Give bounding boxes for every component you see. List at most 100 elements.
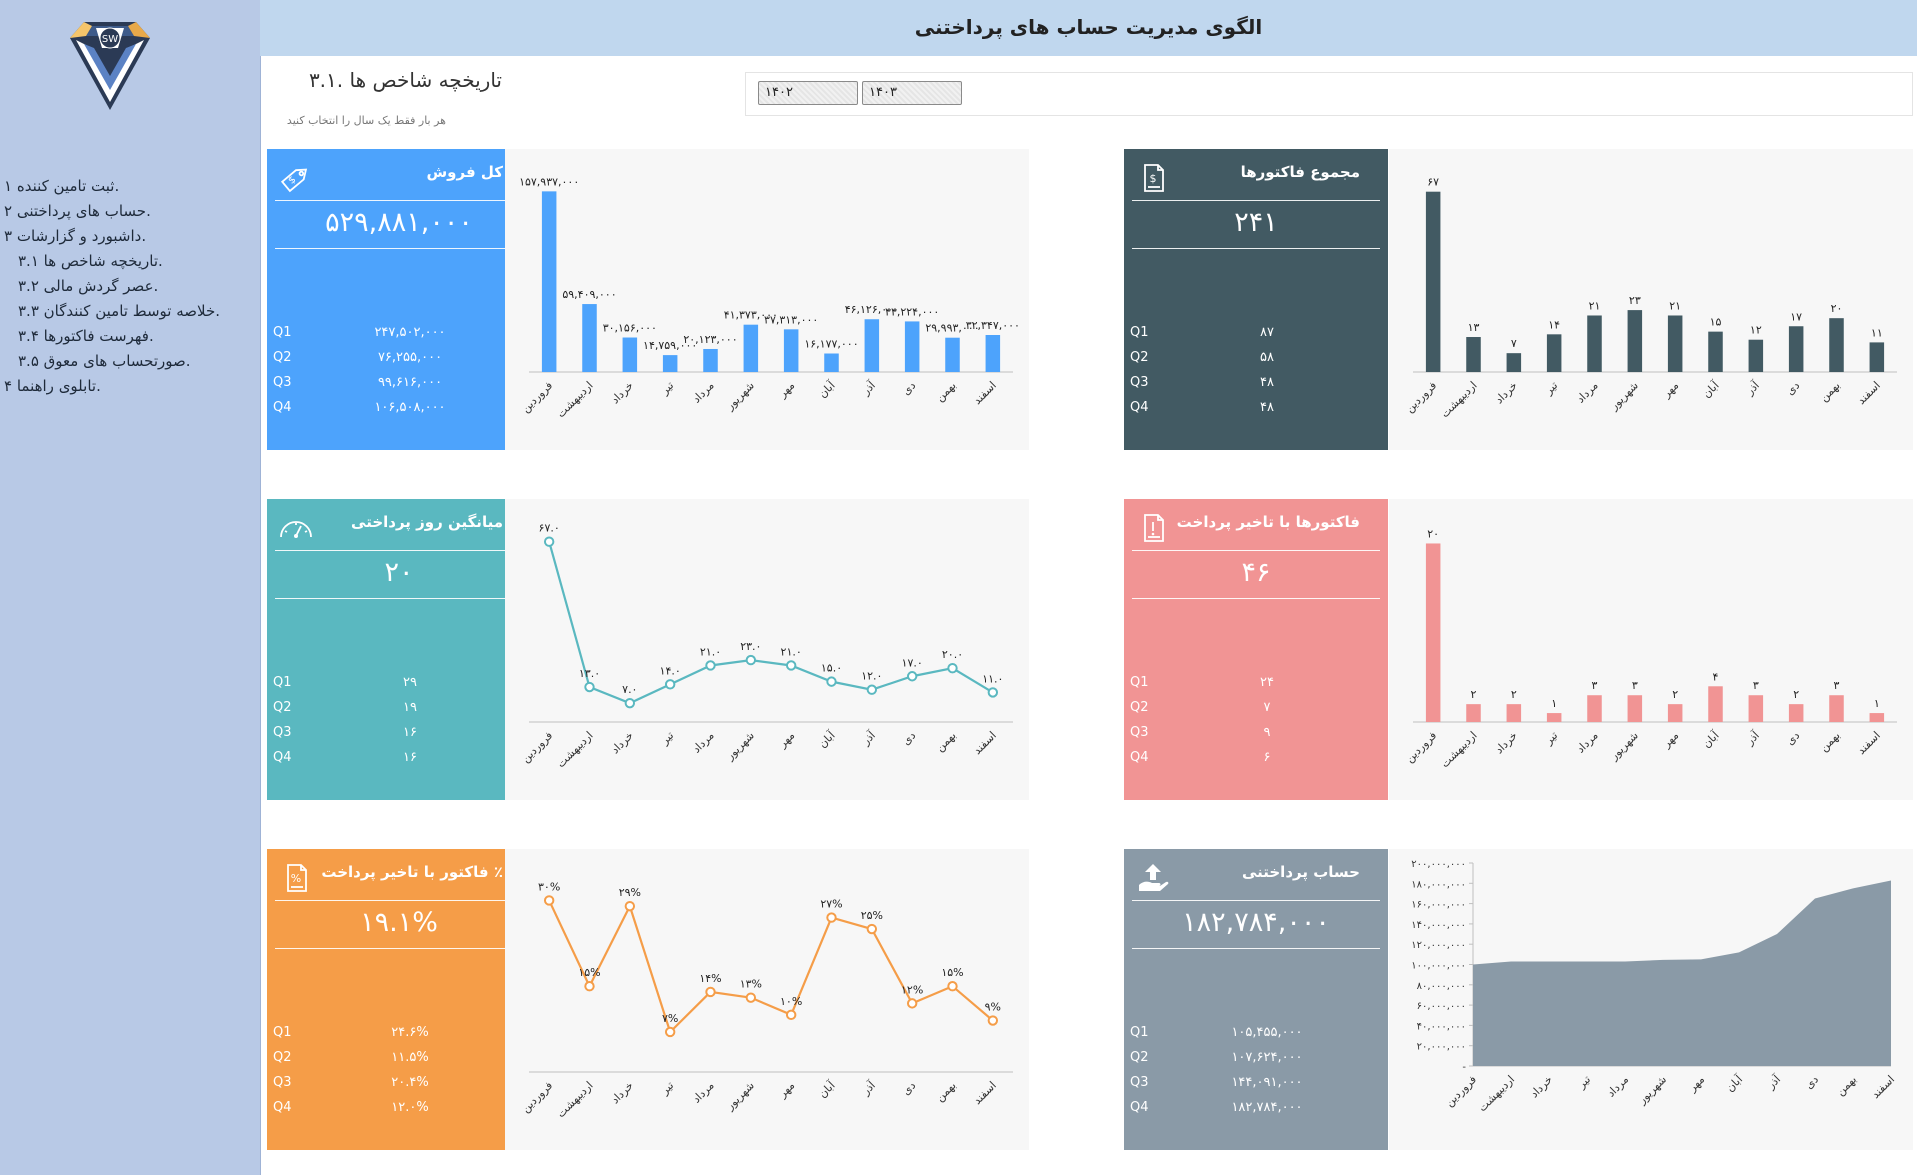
- quarter-label: Q3: [273, 375, 292, 390]
- chart-bar: [1869, 342, 1885, 372]
- x-tick-label: فروردین: [1403, 379, 1439, 415]
- slicer-year-1402[interactable]: ۱۴۰۲: [758, 81, 858, 105]
- percent-document-icon: %: [287, 864, 307, 892]
- data-label: ۱۷.۰: [902, 656, 923, 669]
- nav-item-supplier-summary[interactable]: خلاصه توسط تامین کنندگان ۳.۳.: [18, 302, 220, 320]
- nav-item-accounts-payable[interactable]: حساب های پرداختنی ۲.: [4, 202, 151, 220]
- chart-bar: [622, 337, 638, 372]
- chart-bar: [1506, 704, 1522, 722]
- divider: [275, 550, 523, 551]
- quarter-value: ۱۴۴,۰۹۱,۰۰۰: [1231, 1075, 1303, 1090]
- slicer-year-1403[interactable]: ۱۴۰۳: [862, 81, 962, 105]
- quarter-row-q3: Q3 ۱۴۴,۰۹۱,۰۰۰: [1130, 1075, 1330, 1095]
- chart-panel-late-invoices: فروردین اردیبهشت خرداد تیر مرداد شهریور مهر آبا…: [1389, 499, 1913, 800]
- quarter-value: ۱۱.۵%: [391, 1050, 429, 1065]
- data-point: [664, 1026, 676, 1038]
- y-tick-label: ۱۴۰,۰۰۰,۰۰۰: [1411, 920, 1466, 931]
- quarter-label: Q4: [273, 1100, 292, 1115]
- data-label: ۵۹,۴۰۹,۰۰۰: [562, 288, 616, 301]
- chart-bar: [1627, 695, 1643, 722]
- nav-item-supplier-registration[interactable]: ثبت تامین کننده ۱.: [4, 177, 120, 195]
- data-label: ۱۲.۰: [861, 670, 882, 683]
- sidebar-nav: ثبت تامین کننده ۱. حساب های پرداختنی ۲. …: [4, 174, 244, 399]
- chart-bar: [1829, 695, 1844, 722]
- data-label: ۷%: [662, 1012, 678, 1025]
- quarter-value: ۶: [1263, 750, 1271, 765]
- quarter-label: Q3: [273, 1075, 292, 1090]
- chart-panel-sales: فروردین اردیبهشت خرداد تیر مرداد شهریور مهر آبا…: [505, 149, 1029, 450]
- late-invoices-bar-chart: فروردین اردیبهشت خرداد تیر مرداد شهریور مهر آبا…: [1403, 527, 1897, 770]
- x-tick-label: خرداد: [1493, 379, 1520, 406]
- diamond-logo-icon: SW: [70, 22, 150, 110]
- quarter-label: Q4: [1130, 1100, 1149, 1115]
- chart-bar: [1425, 543, 1441, 722]
- quarter-label: Q4: [1130, 750, 1149, 765]
- nav-item-help-board[interactable]: تابلوی راهنما ۴.: [4, 377, 101, 395]
- quarter-row-q2: Q2 ۱۹: [273, 700, 473, 720]
- data-label: ۴۶,۱۲۶,۰۰۰: [845, 303, 899, 316]
- chart-bar: [662, 355, 678, 372]
- quarter-label: Q2: [273, 1050, 292, 1065]
- x-tick-label: شهریور: [723, 379, 757, 413]
- data-label: ۱۲: [1750, 324, 1762, 337]
- kpi-card-total-sales: $ کل فروش ۵۲۹,۸۸۱,۰۰۰ Q1 ۲۴۷,۵۰۲,۰۰۰ Q2 ۷۶…: [267, 149, 531, 450]
- nav-item-invoice-list[interactable]: فهرست فاکتورها ۳.۴.: [18, 327, 154, 345]
- nav-item-overdue-bills[interactable]: صورتحساب های معوق ۳.۵.: [18, 352, 191, 370]
- x-tick-label: تیر: [658, 729, 677, 748]
- x-tick-label: آذر: [1742, 378, 1763, 399]
- x-tick-label: مهر: [775, 729, 797, 751]
- nav-item-dashboards-reports[interactable]: داشبورد و گزارشات ۳.: [4, 227, 147, 245]
- data-label: ۷.۰: [622, 683, 637, 696]
- data-label: ۱۱.۰: [982, 672, 1003, 685]
- y-tick-label: ۱۸۰,۰۰۰,۰۰۰: [1411, 879, 1466, 890]
- y-tick-label: ۲۰,۰۰۰,۰۰۰: [1417, 1042, 1466, 1053]
- quarter-row-q4: Q4 ۱۲.۰%: [273, 1100, 473, 1120]
- chart-bar: [945, 337, 960, 372]
- data-label: ۲: [1511, 688, 1517, 701]
- quarter-label: Q3: [1130, 1075, 1149, 1090]
- x-tick-label: تیر: [1542, 379, 1561, 398]
- x-tick-label: اردیبهشت: [554, 729, 595, 770]
- quarter-label: Q4: [1130, 400, 1149, 415]
- chart-bar: [1667, 704, 1683, 722]
- data-label: ۲۰.۰: [942, 648, 963, 661]
- quarter-value: ۱۰۶,۵۰۸,۰۰۰: [374, 400, 446, 415]
- data-point: [785, 1009, 797, 1021]
- x-tick-label: فروردین: [519, 379, 555, 415]
- data-label: ۲: [1471, 688, 1477, 701]
- data-point: [543, 895, 555, 906]
- data-label: ۱۵: [1710, 316, 1722, 329]
- x-tick-label: مهر: [1659, 379, 1681, 401]
- kpi-card-accounts-payable: حساب پرداختنی ۱۸۲,۷۸۴,۰۰۰ Q1 ۱۰۵,۴۵۵,۰۰۰ …: [1124, 849, 1388, 1150]
- chart-bar: [1788, 704, 1804, 722]
- data-label: ۲۰: [1831, 302, 1843, 315]
- x-tick-label: اردیبهشت: [554, 1079, 595, 1120]
- x-tick-label: مهر: [1685, 1073, 1707, 1095]
- quarter-value: ۱۲.۰%: [391, 1100, 429, 1115]
- data-label: ۲: [1672, 688, 1678, 701]
- quarter-value: ۹۹,۶۱۶,۰۰۰: [377, 375, 443, 390]
- quarter-row-q4: Q4 ۶: [1130, 750, 1330, 770]
- x-tick-label: بهمن: [933, 379, 958, 404]
- x-tick-label: بهمن: [933, 729, 958, 754]
- data-label: ۳: [1592, 679, 1598, 692]
- nav-item-kpi-history[interactable]: تاریخچه شاخص ها ۳.۱.: [18, 252, 163, 270]
- y-tick-label: ۴۰,۰۰۰,۰۰۰: [1417, 1021, 1466, 1032]
- chart-bar: [1587, 315, 1602, 372]
- nav-item-financial-turnover[interactable]: عصر گردش مالی ۳.۲.: [18, 277, 159, 295]
- quarter-label: Q2: [1130, 1050, 1149, 1065]
- x-tick-label: آذر: [858, 1078, 879, 1099]
- chart-bar: [1506, 353, 1522, 372]
- x-tick-label: اردیبهشت: [1438, 379, 1479, 420]
- kpi-value: ۵۲۹,۸۸۱,۰۰۰: [325, 207, 473, 238]
- data-label: ۲۵%: [861, 909, 883, 922]
- header-title: الگوی مدیریت حساب های پرداختنی: [260, 0, 1917, 56]
- kpi-title: مجموع فاکتورها: [1240, 163, 1360, 181]
- quarter-label: Q3: [1130, 375, 1149, 390]
- quarter-row-q3: Q3 ۲۰.۴%: [273, 1075, 473, 1095]
- chart-panel-payables: فروردین اردیبهشت خرداد تیر مرداد شهریور مهر آبا…: [1389, 849, 1913, 1150]
- x-tick-label: شهریور: [1607, 379, 1641, 413]
- kpi-title: فاکتور با تاخیر پرداخت ٪: [321, 863, 503, 881]
- quarter-value: ۸۷: [1260, 325, 1274, 340]
- chart-bar: [541, 191, 557, 372]
